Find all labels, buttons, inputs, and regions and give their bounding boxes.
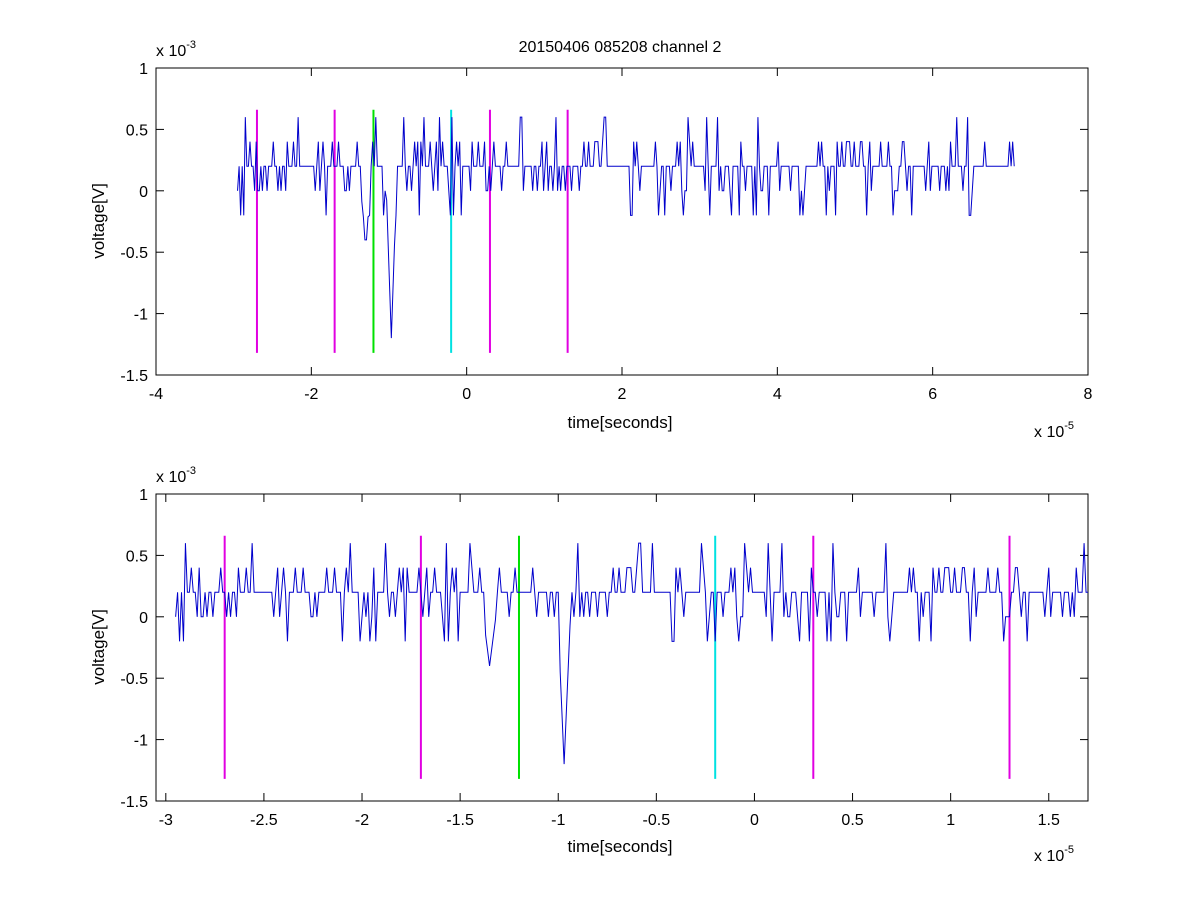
bottom-x-ticks: -3 -2.5 -2 -1.5 -1 -0.5 0 0.5 1 1.5 (159, 494, 1060, 829)
bottom-x-exponent-base: x 10 (1034, 848, 1064, 865)
y-tick-label: 0 (139, 184, 148, 201)
top-x-axis-label: time[seconds] (568, 413, 673, 432)
x-tick-label: -2 (355, 812, 369, 829)
x-tick-label: 0.5 (841, 812, 863, 829)
y-tick-label: -1.5 (120, 368, 148, 385)
y-tick-label: 1 (139, 61, 148, 78)
top-y-exponent-power: -3 (186, 39, 196, 51)
x-tick-label: 2 (618, 386, 627, 403)
x-tick-label: 8 (1084, 386, 1093, 403)
top-y-exponent: x 10-3 (156, 39, 196, 60)
bottom-y-ticks: -1.5 -1 -0.5 0 0.5 1 (120, 487, 1088, 811)
bottom-x-axis-label: time[seconds] (568, 837, 673, 856)
top-x-exponent-base: x 10 (1034, 424, 1064, 441)
x-tick-label: -1.5 (446, 812, 474, 829)
top-chart-title: 20150406 085208 channel 2 (519, 39, 722, 56)
y-tick-label: 0 (139, 610, 148, 627)
bottom-plot-area (155, 493, 1089, 802)
top-x-exponent: x 10-5 (1034, 420, 1074, 441)
x-tick-label: -1 (551, 812, 565, 829)
bottom-signal-line (175, 542, 1088, 765)
top-subplot: 20150406 085208 channel 2 -4 -2 0 2 4 6 8 -1.5… (89, 39, 1093, 441)
top-x-ticks: -4 -2 0 2 4 6 8 (149, 68, 1093, 403)
x-tick-label: -2.5 (250, 812, 278, 829)
y-tick-label: -0.5 (120, 245, 148, 262)
top-x-exponent-power: -5 (1064, 420, 1074, 432)
top-y-exponent-base: x 10 (156, 43, 186, 60)
y-tick-label: 0.5 (126, 122, 148, 139)
x-tick-label: 0 (462, 386, 471, 403)
x-tick-label: 1 (946, 812, 955, 829)
y-tick-label: 1 (139, 487, 148, 504)
bottom-markers (223, 535, 1011, 779)
top-signal-line (237, 116, 1015, 339)
bottom-x-exponent-power: -5 (1064, 844, 1074, 856)
top-y-ticks: -1.5 -1 -0.5 0 0.5 1 (120, 61, 1088, 385)
x-tick-label: -0.5 (643, 812, 671, 829)
y-tick-label: -1 (134, 307, 148, 324)
y-tick-label: -1.5 (120, 794, 148, 811)
y-tick-label: 0.5 (126, 548, 148, 565)
top-y-axis-label: voltage[V] (89, 183, 108, 259)
x-tick-label: 0 (750, 812, 759, 829)
x-tick-label: 6 (928, 386, 937, 403)
y-tick-label: -1 (134, 733, 148, 750)
bottom-y-exponent-base: x 10 (156, 469, 186, 486)
bottom-x-exponent: x 10-5 (1034, 844, 1074, 865)
x-tick-label: -3 (159, 812, 173, 829)
x-tick-label: 1.5 (1038, 812, 1060, 829)
bottom-y-exponent-power: -3 (186, 465, 196, 477)
bottom-y-axis-label: voltage[V] (89, 609, 108, 685)
bottom-y-exponent: x 10-3 (156, 465, 196, 486)
x-tick-label: -2 (304, 386, 318, 403)
x-tick-label: -4 (149, 386, 163, 403)
bottom-subplot: -3 -2.5 -2 -1.5 -1 -0.5 0 0.5 1 1.5 -1.5 -1 -0.5 0 0.… (89, 465, 1089, 865)
y-tick-label: -0.5 (120, 671, 148, 688)
x-tick-label: 4 (773, 386, 782, 403)
